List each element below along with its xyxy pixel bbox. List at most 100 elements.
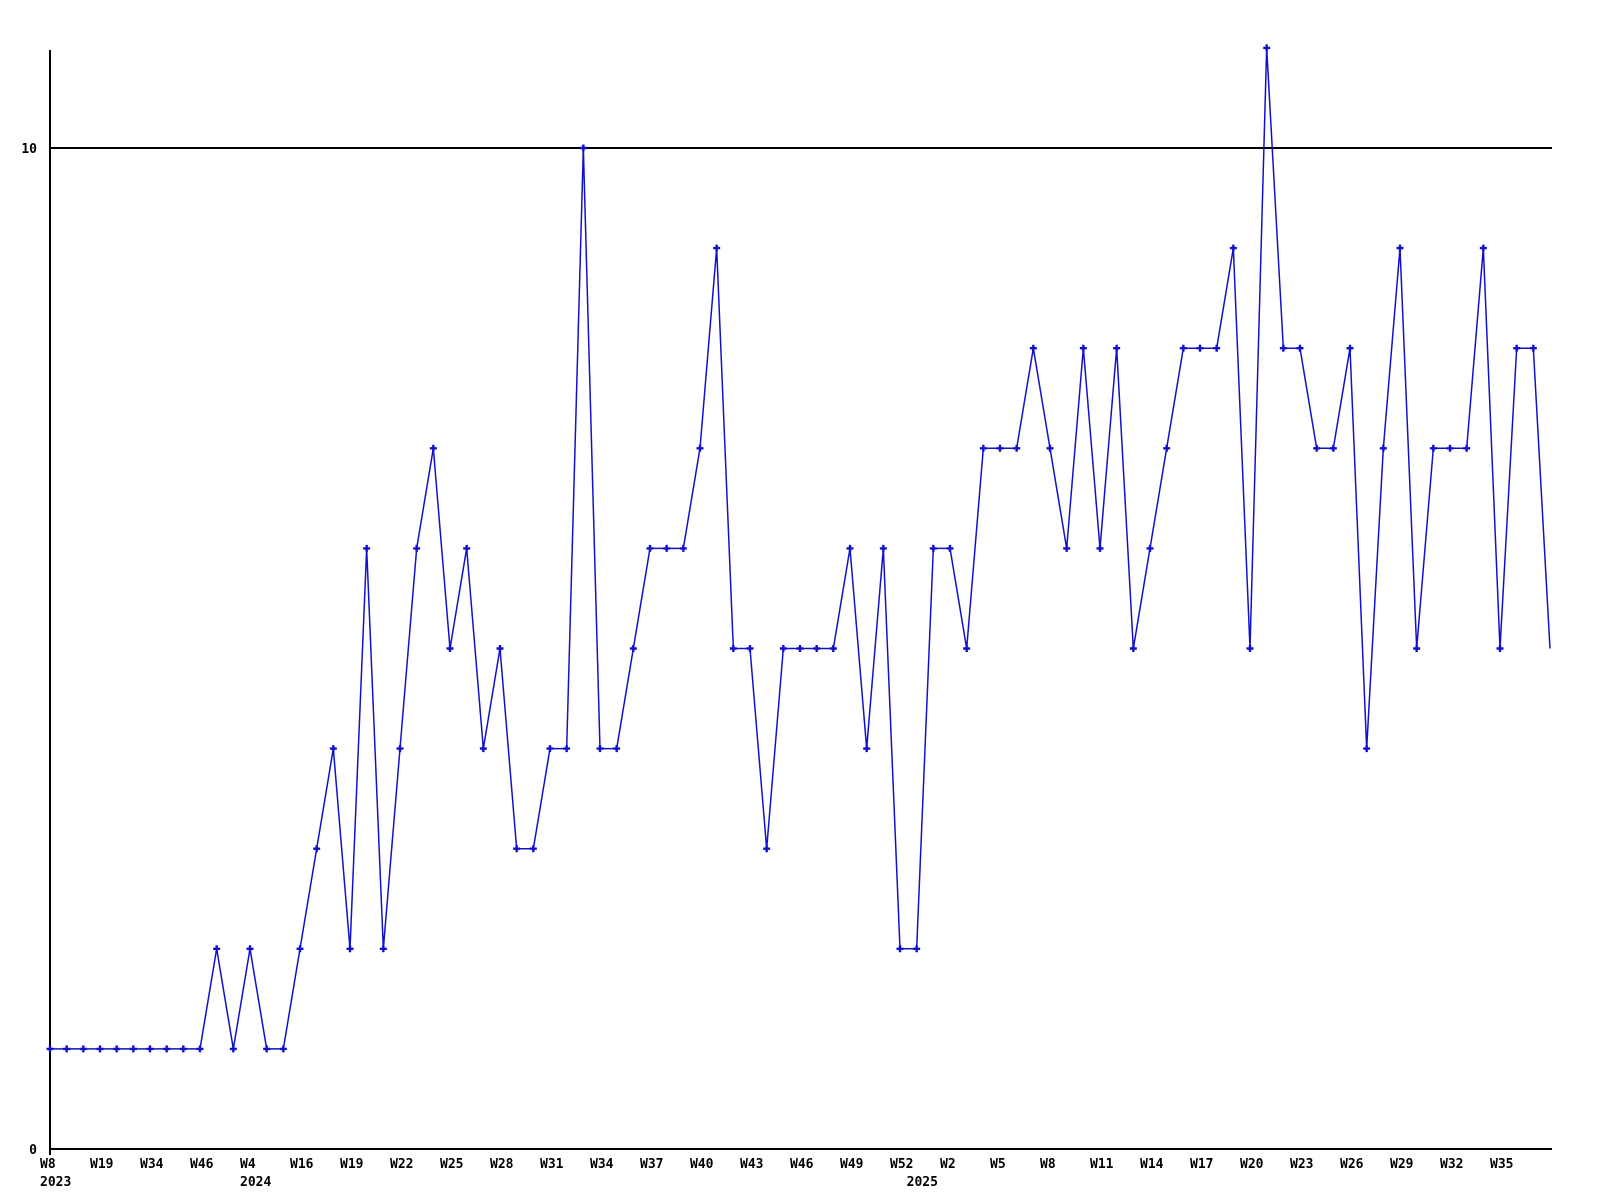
x-tick-label: W4 [240, 1157, 256, 1172]
data-point-marker [496, 645, 504, 652]
data-point-marker [963, 645, 971, 652]
series-line [50, 47, 1551, 1050]
data-point-marker [179, 1045, 187, 1053]
x-axis-labels: W8 W19 W34 W46 W4 W16 W19 W22 W25 W28 W31 W34 W37 W40… [40, 1157, 1513, 1172]
data-point-marker [1146, 544, 1154, 552]
data-point-marker [379, 945, 387, 953]
x-tick-label: W46 [190, 1157, 214, 1172]
x-tick-label: W43 [740, 1157, 763, 1172]
data-point-marker [79, 1045, 87, 1053]
x-tick-label: W31 [540, 1157, 564, 1172]
x-tick-label: W19 [340, 1157, 363, 1172]
x-tick-label: W49 [840, 1157, 863, 1172]
data-point-marker [313, 845, 321, 853]
data-point-marker [229, 1045, 237, 1053]
data-point-marker [1446, 444, 1454, 452]
data-point-marker [463, 544, 471, 552]
data-point-marker [779, 645, 787, 652]
x-tick-label: W19 [90, 1157, 113, 1172]
x-tick-label: W32 [1440, 1157, 1463, 1172]
data-point-marker [1496, 645, 1504, 652]
data-point-marker [713, 244, 721, 252]
data-point-marker [979, 444, 987, 452]
data-point-marker [146, 1045, 154, 1053]
x-tick-label: W23 [1290, 1157, 1313, 1172]
year-label: 2025 [907, 1175, 938, 1190]
data-point-marker [1463, 444, 1471, 452]
data-point-marker [929, 544, 937, 552]
data-point-marker [413, 544, 421, 552]
data-point-marker [663, 544, 671, 552]
data-point-marker [829, 645, 837, 652]
data-point-marker [113, 1045, 121, 1053]
year-labels: 2023 2024 2025 [40, 1175, 938, 1190]
data-point-marker [329, 745, 337, 753]
data-point-marker [1096, 544, 1104, 552]
data-point-marker [346, 945, 354, 953]
x-tick-label: W16 [290, 1157, 314, 1172]
x-tick-label: W40 [690, 1157, 714, 1172]
y-tick-label: 10 [21, 142, 37, 157]
x-tick-label: W5 [990, 1157, 1006, 1172]
x-tick-label: W20 [1240, 1157, 1264, 1172]
data-point-marker [1313, 444, 1321, 452]
data-point-marker [1296, 344, 1304, 352]
data-point-marker [279, 1045, 287, 1053]
data-point-marker [629, 645, 637, 652]
data-point-marker [1513, 344, 1521, 352]
data-point-marker [696, 444, 704, 452]
data-point-marker [1329, 444, 1337, 452]
data-point-marker [1396, 244, 1404, 252]
x-tick-label: W29 [1390, 1157, 1413, 1172]
axes [49, 50, 1552, 1155]
data-point-marker [529, 845, 537, 853]
data-point-marker [46, 1045, 54, 1053]
data-point-marker [1079, 344, 1087, 352]
data-point-marker [129, 1045, 137, 1053]
data-point-marker [1213, 344, 1221, 352]
x-tick-label: W37 [640, 1157, 663, 1172]
data-point-marker [546, 745, 554, 753]
x-tick-label: W26 [1340, 1157, 1364, 1172]
data-point-marker [746, 645, 754, 652]
data-point-marker [1129, 645, 1137, 652]
x-tick-label: W28 [490, 1157, 514, 1172]
data-point-marker [429, 444, 437, 452]
data-point-marker [1246, 645, 1254, 652]
data-point-marker [479, 745, 487, 753]
x-tick-label: W25 [440, 1157, 463, 1172]
data-point-marker [1529, 344, 1537, 352]
data-point-marker [879, 544, 887, 552]
data-point-marker [396, 745, 404, 753]
data-point-marker [1279, 344, 1287, 352]
data-point-marker [1196, 344, 1204, 352]
data-point-marker [296, 945, 304, 953]
data-point-marker [679, 544, 687, 552]
data-point-marker [1263, 44, 1271, 52]
x-tick-label: W46 [790, 1157, 814, 1172]
x-tick-label: W17 [1190, 1157, 1213, 1172]
data-point-marker [813, 645, 821, 652]
data-point-marker [1046, 444, 1054, 452]
data-point-marker [846, 544, 854, 552]
y-tick-label: 0 [29, 1143, 37, 1158]
data-point-marker [1229, 244, 1237, 252]
x-tick-label: W11 [1090, 1157, 1114, 1172]
data-point-marker [163, 1045, 171, 1053]
data-point-marker [196, 1045, 204, 1053]
data-point-marker [613, 745, 621, 753]
x-tick-label: W14 [1140, 1157, 1164, 1172]
year-label: 2023 [40, 1175, 71, 1190]
data-point-marker [63, 1045, 71, 1053]
data-point-marker [563, 745, 571, 753]
data-point-marker [996, 444, 1004, 452]
data-point-marker [513, 845, 521, 853]
y-axis-labels: 10 0 [21, 142, 37, 1158]
data-point-marker [246, 945, 254, 953]
x-tick-label: W52 [890, 1157, 913, 1172]
data-point-marker [1013, 444, 1021, 452]
x-tick-label: W8 [40, 1157, 56, 1172]
series-polyline [50, 47, 1551, 1050]
data-point-marker [363, 544, 371, 552]
